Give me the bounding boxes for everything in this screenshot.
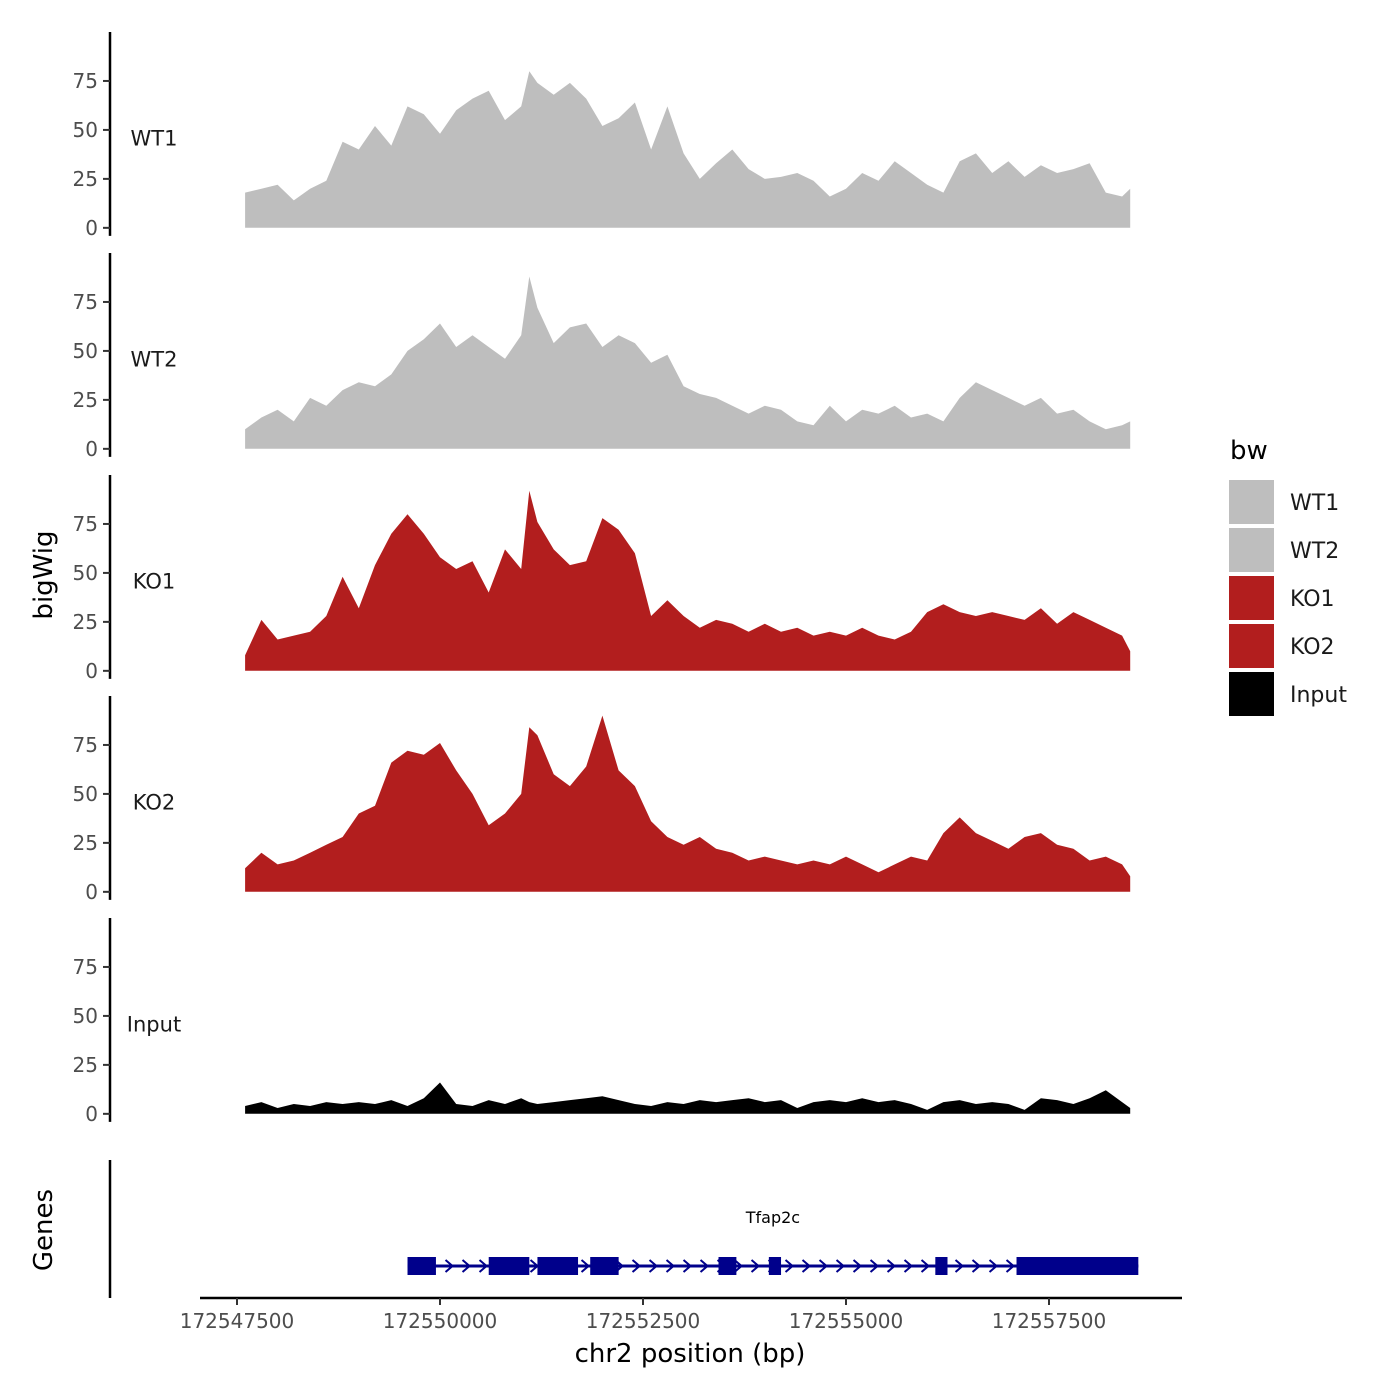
y-tick-label: 25	[73, 831, 98, 855]
gene-panel-title: Genes	[29, 1189, 59, 1271]
coverage-area-wt1	[245, 71, 1131, 228]
x-tick-label: 172547500	[180, 1309, 295, 1333]
strand-arrow	[631, 1259, 642, 1273]
strand-arrow	[869, 1259, 880, 1273]
legend: bw WT1 WT2 KO1 KO2 Input	[1229, 436, 1347, 716]
y-tick-label: 75	[73, 955, 98, 979]
strand-arrow	[886, 1259, 897, 1273]
y-tick-label: 0	[85, 437, 98, 461]
gene-exon	[590, 1257, 619, 1275]
legend-label: KO2	[1290, 635, 1335, 660]
y-tick-label: 75	[73, 512, 98, 536]
strand-arrow	[784, 1259, 795, 1273]
gene-exon	[768, 1257, 782, 1275]
legend-label: Input	[1290, 683, 1347, 708]
strand-arrow	[461, 1259, 472, 1273]
y-tick-label: 75	[73, 733, 98, 757]
y-tick-label: 50	[73, 561, 98, 585]
y-tick-label: 50	[73, 1004, 98, 1028]
y-tick-label: 0	[85, 216, 98, 240]
coverage-area-ko1	[245, 490, 1131, 671]
strand-arrow	[580, 1259, 591, 1273]
coverage-area-wt2	[245, 276, 1131, 449]
track-panel-ko1: 0 25 50 75 KO1	[73, 475, 1131, 683]
strand-arrow	[1005, 1259, 1016, 1273]
track-panels: 0 25 50 75 WT1 0 25 50 75 WT2 0 25 50 75 KO1 0 25 50 75 KO2…	[73, 32, 1131, 1126]
x-axis-title: chr2 position (bp)	[575, 1339, 806, 1369]
legend-swatch-wt1	[1229, 480, 1274, 524]
track-label: WT1	[131, 127, 178, 151]
y-tick-label: 0	[85, 659, 98, 683]
y-tick-label: 25	[73, 610, 98, 634]
strand-arrow	[478, 1259, 489, 1273]
gene-label: Tfap2c	[745, 1208, 800, 1227]
y-tick-label: 50	[73, 118, 98, 142]
strand-arrow	[665, 1259, 676, 1273]
strand-arrow	[699, 1259, 710, 1273]
strand-arrow	[750, 1259, 761, 1273]
track-label: KO1	[133, 570, 176, 594]
strand-arrow	[818, 1259, 829, 1273]
x-tick-label: 172555000	[789, 1309, 904, 1333]
gene-model: Tfap2c	[407, 1208, 1139, 1275]
track-label: WT2	[131, 348, 178, 372]
strand-arrow	[903, 1259, 914, 1273]
strand-arrow	[920, 1259, 931, 1273]
track-panel-ko2: 0 25 50 75 KO2	[73, 696, 1131, 904]
legend-label: WT1	[1290, 491, 1339, 516]
legend-swatch-ko2	[1229, 624, 1274, 668]
x-tick-label: 172550000	[383, 1309, 498, 1333]
y-tick-label: 25	[73, 388, 98, 412]
strand-arrow	[971, 1259, 982, 1273]
gene-exon	[718, 1257, 737, 1275]
legend-swatch-wt2	[1229, 528, 1274, 572]
gene-exon	[407, 1257, 436, 1275]
y-axis-title: bigWig	[29, 530, 59, 619]
strand-arrow	[801, 1259, 812, 1273]
strand-arrow	[988, 1259, 999, 1273]
strand-arrow	[852, 1259, 863, 1273]
y-tick-label: 75	[73, 69, 98, 93]
strand-arrow	[648, 1259, 659, 1273]
track-panel-wt2: 0 25 50 75 WT2	[73, 253, 1131, 461]
gene-exon	[537, 1257, 579, 1275]
x-tick-label: 172552500	[586, 1309, 701, 1333]
strand-arrow	[682, 1259, 693, 1273]
legend-title: bw	[1230, 436, 1268, 466]
gene-exon	[935, 1257, 948, 1275]
legend-label: KO1	[1290, 587, 1335, 612]
coverage-area-input	[245, 1082, 1131, 1114]
gene-exon	[488, 1257, 530, 1275]
x-tick-label: 172557500	[992, 1309, 1107, 1333]
y-tick-label: 25	[73, 1053, 98, 1077]
y-tick-label: 50	[73, 782, 98, 806]
gene-exon	[1016, 1257, 1139, 1275]
y-tick-label: 75	[73, 290, 98, 314]
track-panel-wt1: 0 25 50 75 WT1	[73, 32, 1131, 240]
track-label: KO2	[133, 791, 176, 815]
gene-panel: Tfap2c	[108, 1160, 1139, 1298]
y-tick-label: 50	[73, 339, 98, 363]
legend-swatch-input	[1229, 672, 1274, 716]
x-axis: 172547500 172550000 172552500 172555000 1725…	[180, 1296, 1182, 1333]
strand-arrow	[835, 1259, 846, 1273]
track-label: Input	[127, 1013, 181, 1037]
coverage-area-ko2	[245, 715, 1131, 892]
y-tick-label: 0	[85, 880, 98, 904]
y-tick-label: 25	[73, 167, 98, 191]
legend-swatch-ko1	[1229, 576, 1274, 620]
strand-arrow	[733, 1259, 744, 1273]
track-panel-input: 0 25 50 75 Input	[73, 918, 1131, 1126]
strand-arrow	[954, 1259, 965, 1273]
strand-arrow	[444, 1259, 455, 1273]
legend-label: WT2	[1290, 539, 1339, 564]
y-tick-label: 0	[85, 1102, 98, 1126]
